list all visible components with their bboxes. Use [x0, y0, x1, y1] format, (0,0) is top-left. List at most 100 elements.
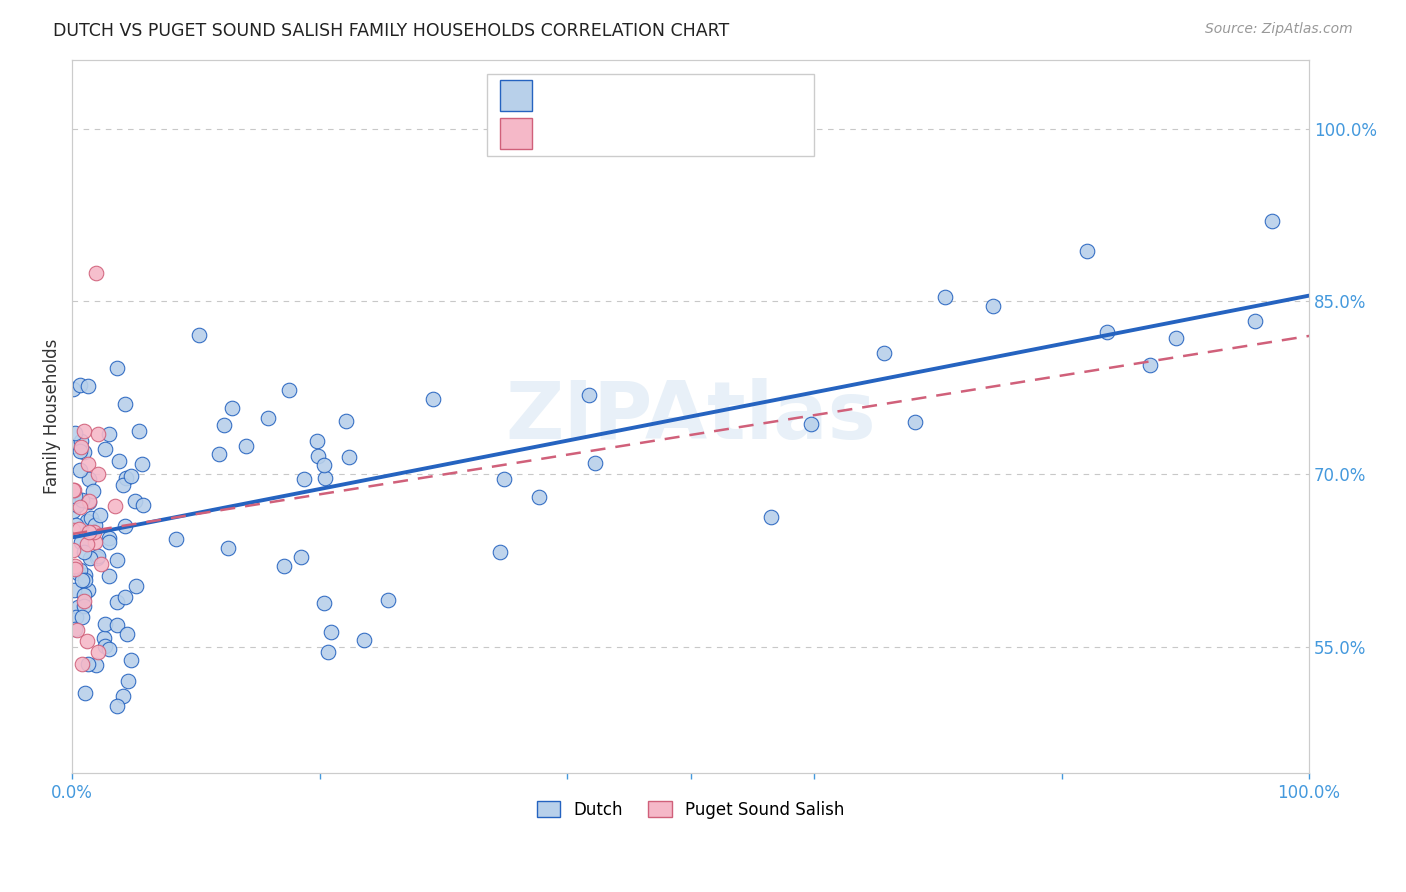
- Point: [98, 569, 121, 583]
- Point: [105, 553, 128, 567]
- Point: [62, 439, 84, 453]
- Point: [105, 595, 128, 609]
- Point: [217, 541, 239, 556]
- Point: [84, 534, 107, 549]
- Point: [120, 653, 142, 667]
- Point: [904, 415, 927, 429]
- Point: [117, 674, 139, 689]
- Point: [69, 500, 91, 514]
- Point: [62, 523, 84, 537]
- Point: [70, 657, 93, 671]
- Point: [73, 545, 96, 559]
- Point: [80, 524, 103, 539]
- Point: [319, 625, 342, 640]
- Point: [873, 346, 896, 360]
- Point: [65, 425, 87, 440]
- Point: [208, 447, 231, 461]
- Point: [256, 411, 278, 425]
- Point: [93, 442, 115, 456]
- Point: [66, 600, 89, 615]
- Point: [981, 299, 1004, 313]
- Point: [62, 504, 84, 518]
- Point: [128, 424, 150, 438]
- Point: [76, 583, 98, 598]
- Point: [77, 494, 100, 508]
- Point: [335, 414, 357, 428]
- Point: [62, 583, 84, 598]
- Point: [93, 631, 115, 645]
- Point: [65, 622, 87, 636]
- Point: [165, 533, 187, 547]
- Point: [125, 579, 148, 593]
- Point: [79, 551, 101, 566]
- Point: [65, 610, 87, 624]
- Point: [69, 563, 91, 577]
- Point: [312, 596, 335, 610]
- Point: [66, 498, 89, 512]
- Y-axis label: Family Households: Family Households: [44, 339, 60, 494]
- Point: [115, 627, 138, 641]
- Text: Source: ZipAtlas.com: Source: ZipAtlas.com: [1205, 22, 1353, 37]
- Point: [98, 427, 121, 442]
- Point: [214, 417, 236, 432]
- Point: [69, 434, 91, 449]
- Point: [290, 550, 312, 565]
- Point: [69, 535, 91, 549]
- Legend: Dutch, Puget Sound Salish: Dutch, Puget Sound Salish: [530, 795, 851, 826]
- Point: [1139, 358, 1161, 372]
- Text: DUTCH VS PUGET SOUND SALISH FAMILY HOUSEHOLDS CORRELATION CHART: DUTCH VS PUGET SOUND SALISH FAMILY HOUSE…: [53, 22, 730, 40]
- Point: [112, 478, 135, 492]
- Point: [1244, 314, 1267, 328]
- Point: [105, 361, 128, 376]
- Point: [63, 562, 86, 576]
- Point: [90, 558, 112, 572]
- Point: [235, 439, 257, 453]
- Point: [761, 509, 783, 524]
- Point: [124, 493, 146, 508]
- Point: [67, 522, 90, 536]
- Point: [1076, 244, 1098, 259]
- Point: [87, 467, 110, 481]
- Point: [337, 450, 360, 465]
- Point: [84, 266, 107, 280]
- Point: [77, 495, 100, 509]
- Point: [578, 388, 600, 402]
- Point: [87, 426, 110, 441]
- Point: [93, 617, 115, 632]
- Point: [115, 471, 138, 485]
- Point: [62, 483, 84, 497]
- Point: [489, 545, 512, 559]
- Point: [63, 558, 86, 573]
- Point: [83, 524, 105, 539]
- Point: [98, 531, 121, 545]
- Point: [307, 449, 329, 463]
- Point: [76, 634, 98, 648]
- Point: [69, 444, 91, 458]
- Point: [65, 518, 87, 533]
- Point: [1095, 325, 1118, 339]
- Point: [583, 456, 606, 470]
- Point: [312, 458, 335, 472]
- Point: [112, 689, 135, 703]
- Point: [69, 463, 91, 477]
- Point: [62, 382, 84, 396]
- Point: [69, 378, 91, 392]
- Point: [77, 525, 100, 540]
- Point: [76, 657, 98, 671]
- Point: [292, 472, 315, 486]
- Point: [278, 383, 301, 397]
- Point: [132, 499, 155, 513]
- Point: [79, 472, 101, 486]
- Point: [314, 471, 336, 485]
- Point: [131, 457, 153, 471]
- Text: ZIPAtlas: ZIPAtlas: [505, 377, 876, 456]
- Point: [63, 483, 86, 498]
- Point: [73, 594, 96, 608]
- Point: [73, 424, 96, 438]
- Point: [800, 417, 823, 432]
- Point: [1261, 214, 1284, 228]
- Point: [114, 518, 136, 533]
- Point: [377, 593, 399, 607]
- Point: [73, 573, 96, 587]
- Point: [80, 511, 103, 525]
